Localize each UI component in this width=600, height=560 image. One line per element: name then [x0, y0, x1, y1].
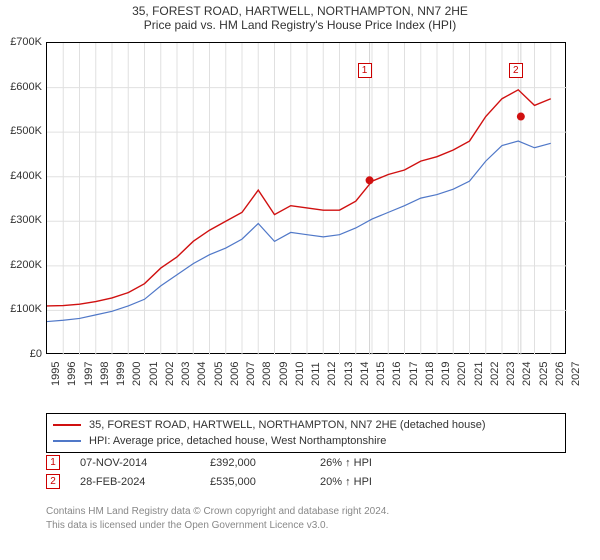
x-tick-label: 2015: [375, 362, 387, 386]
x-tick-label: 2025: [538, 362, 550, 386]
x-tick-label: 1995: [50, 362, 62, 386]
legend: 35, FOREST ROAD, HARTWELL, NORTHAMPTON, …: [46, 413, 566, 453]
x-tick-label: 2002: [164, 362, 176, 386]
event-pct: 20% ↑ HPI: [320, 476, 430, 488]
y-tick-label: £600K: [2, 81, 42, 93]
x-tick-label: 1997: [83, 362, 95, 386]
sale-events-table: 1 07-NOV-2014£392,00026% ↑ HPI 2 28-FEB-202…: [46, 455, 566, 493]
event-price: £392,000: [210, 457, 320, 469]
x-tick-label: 2027: [570, 362, 582, 386]
x-tick-label: 2020: [456, 362, 468, 386]
event-marker-2: 2: [46, 474, 60, 489]
x-tick-label: 2016: [391, 362, 403, 386]
sale-marker-2: 2: [509, 63, 523, 78]
x-tick-label: 2011: [310, 362, 322, 386]
legend-label-1: 35, FOREST ROAD, HARTWELL, NORTHAMPTON, …: [89, 419, 486, 431]
event-row: 2 28-FEB-2024£535,00020% ↑ HPI: [46, 474, 566, 489]
x-tick-label: 2006: [229, 362, 241, 386]
x-tick-label: 2000: [131, 362, 143, 386]
x-tick-label: 2010: [294, 362, 306, 386]
x-tick-label: 2007: [245, 362, 257, 386]
event-date: 28-FEB-2024: [80, 476, 210, 488]
title-line-2: Price paid vs. HM Land Registry's House …: [0, 18, 600, 32]
chart-titles: 35, FOREST ROAD, HARTWELL, NORTHAMPTON, …: [0, 0, 600, 32]
x-tick-label: 2021: [473, 362, 485, 386]
x-tick-label: 2008: [261, 362, 273, 386]
x-tick-label: 2001: [148, 362, 160, 386]
legend-row-2: HPI: Average price, detached house, West…: [53, 433, 559, 449]
event-date: 07-NOV-2014: [80, 457, 210, 469]
x-tick-label: 2023: [505, 362, 517, 386]
attribution-footer: Contains HM Land Registry data © Crown c…: [46, 505, 566, 532]
plot-svg: [47, 43, 567, 355]
x-tick-label: 2003: [180, 362, 192, 386]
chart-area: £0£100K£200K£300K£400K£500K£600K£700K 19…: [0, 40, 600, 410]
x-tick-label: 2005: [213, 362, 225, 386]
x-tick-label: 1998: [99, 362, 111, 386]
x-tick-label: 2026: [554, 362, 566, 386]
event-price: £535,000: [210, 476, 320, 488]
legend-row-1: 35, FOREST ROAD, HARTWELL, NORTHAMPTON, …: [53, 417, 559, 433]
y-tick-label: £500K: [2, 125, 42, 137]
title-line-1: 35, FOREST ROAD, HARTWELL, NORTHAMPTON, …: [0, 4, 600, 18]
x-tick-label: 2022: [489, 362, 501, 386]
event-marker-1: 1: [46, 455, 60, 470]
y-tick-label: £100K: [2, 303, 42, 315]
x-tick-label: 2019: [440, 362, 452, 386]
x-tick-label: 2012: [326, 362, 338, 386]
footer-line-2: This data is licensed under the Open Gov…: [46, 519, 566, 533]
x-tick-label: 2024: [521, 362, 533, 386]
event-pct: 26% ↑ HPI: [320, 457, 430, 469]
y-tick-label: £200K: [2, 259, 42, 271]
plot-region: [46, 42, 566, 354]
legend-label-2: HPI: Average price, detached house, West…: [89, 435, 386, 447]
footer-line-1: Contains HM Land Registry data © Crown c…: [46, 505, 566, 519]
sale-marker-1: 1: [358, 63, 372, 78]
x-tick-label: 1999: [115, 362, 127, 386]
y-tick-label: £300K: [2, 214, 42, 226]
x-tick-label: 2014: [359, 362, 371, 386]
x-tick-label: 1996: [66, 362, 78, 386]
y-tick-label: £700K: [2, 36, 42, 48]
x-tick-label: 2004: [196, 362, 208, 386]
event-row: 1 07-NOV-2014£392,00026% ↑ HPI: [46, 455, 566, 470]
x-tick-label: 2009: [278, 362, 290, 386]
y-tick-label: £400K: [2, 170, 42, 182]
x-tick-label: 2017: [408, 362, 420, 386]
x-tick-label: 2013: [343, 362, 355, 386]
legend-swatch-series1: [53, 424, 81, 426]
x-tick-label: 2018: [424, 362, 436, 386]
legend-swatch-series2: [53, 440, 81, 442]
y-tick-label: £0: [2, 348, 42, 360]
